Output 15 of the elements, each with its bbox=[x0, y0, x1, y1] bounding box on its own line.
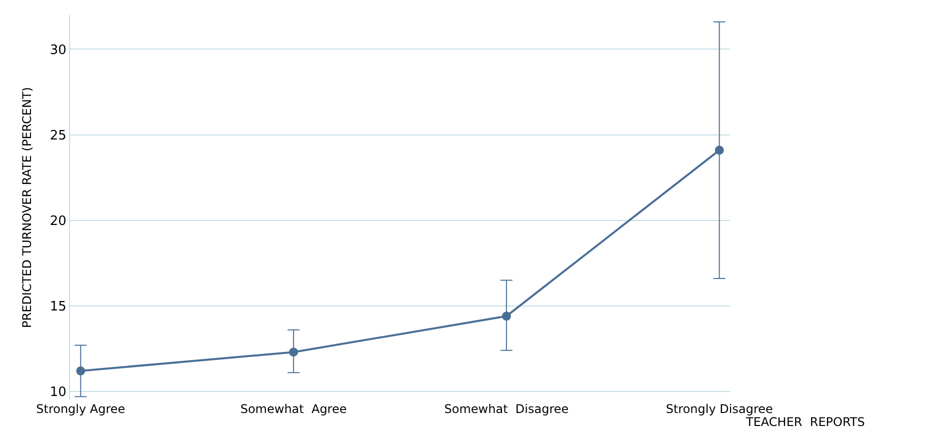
x-tick-label: Somewhat Agree bbox=[240, 402, 347, 416]
x-axis-title: TEACHER REPORTS bbox=[745, 415, 865, 429]
y-tick-label: 20 bbox=[50, 214, 66, 229]
y-tick-label: 30 bbox=[50, 42, 66, 58]
y-axis-title: PREDICTED TURNOVER RATE (PERCENT) bbox=[20, 87, 34, 328]
point bbox=[289, 348, 298, 357]
x-tick-label: Strongly Disagree bbox=[666, 402, 773, 416]
point bbox=[714, 146, 724, 155]
y-tick-label: 15 bbox=[50, 299, 66, 314]
x-tick-label: Somewhat Disagree bbox=[444, 402, 569, 416]
point bbox=[76, 366, 86, 376]
y-tick-label: 10 bbox=[50, 384, 66, 400]
point bbox=[502, 312, 511, 321]
x-tick-label: Strongly Agree bbox=[36, 402, 126, 416]
y-tick-label: 25 bbox=[50, 128, 66, 144]
